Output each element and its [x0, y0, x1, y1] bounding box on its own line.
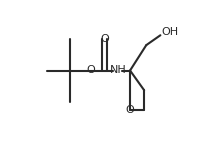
Text: OH: OH: [161, 27, 178, 37]
Text: O: O: [86, 65, 95, 75]
Text: O: O: [100, 34, 109, 44]
Text: NH: NH: [110, 65, 126, 75]
Text: O: O: [125, 105, 134, 115]
